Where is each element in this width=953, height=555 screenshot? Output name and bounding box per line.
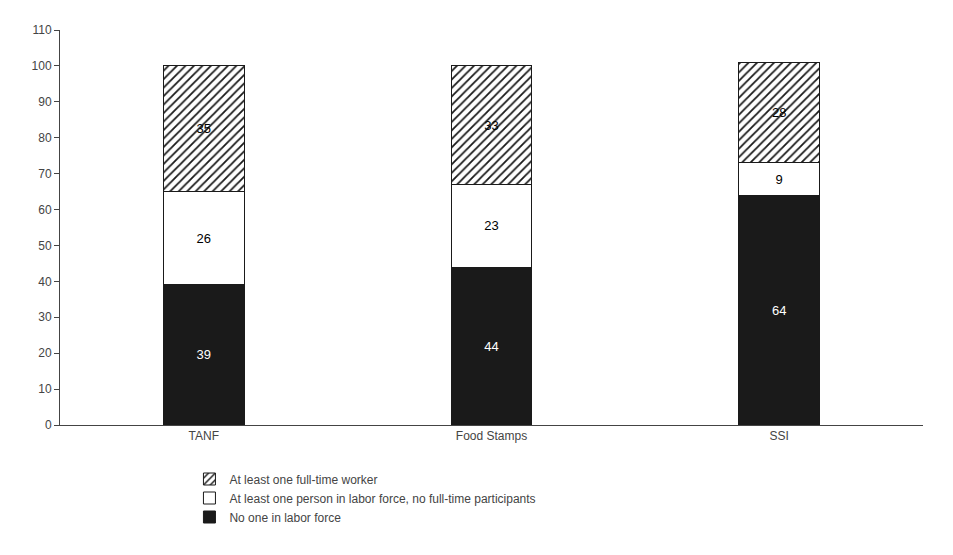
svg-text:At least one person in labor f: At least one person in labor force, no f… <box>229 492 535 506</box>
svg-text:90: 90 <box>38 95 52 109</box>
svg-text:110: 110 <box>32 23 51 37</box>
svg-text:0: 0 <box>45 418 52 432</box>
svg-text:100: 100 <box>32 59 52 73</box>
svg-text:10: 10 <box>38 382 52 396</box>
svg-text:Food Stamps: Food Stamps <box>456 429 527 443</box>
svg-text:33: 33 <box>484 118 498 133</box>
svg-text:70: 70 <box>38 167 52 181</box>
svg-text:9: 9 <box>776 172 783 187</box>
svg-text:At least one full-time worker: At least one full-time worker <box>229 473 377 487</box>
svg-text:SSI: SSI <box>769 429 788 443</box>
svg-text:50: 50 <box>38 239 52 253</box>
svg-text:64: 64 <box>772 303 786 318</box>
svg-text:28: 28 <box>772 105 786 120</box>
svg-text:30: 30 <box>38 310 52 324</box>
svg-text:TANF: TANF <box>189 429 219 443</box>
svg-text:35: 35 <box>197 121 211 136</box>
svg-text:20: 20 <box>38 346 52 360</box>
svg-text:39: 39 <box>197 347 211 362</box>
svg-text:44: 44 <box>484 339 498 354</box>
svg-text:26: 26 <box>197 231 211 246</box>
svg-text:40: 40 <box>38 275 52 289</box>
svg-text:60: 60 <box>38 203 52 217</box>
svg-text:23: 23 <box>484 218 498 233</box>
svg-text:No one in labor force: No one in labor force <box>229 511 341 525</box>
svg-text:80: 80 <box>38 131 52 145</box>
